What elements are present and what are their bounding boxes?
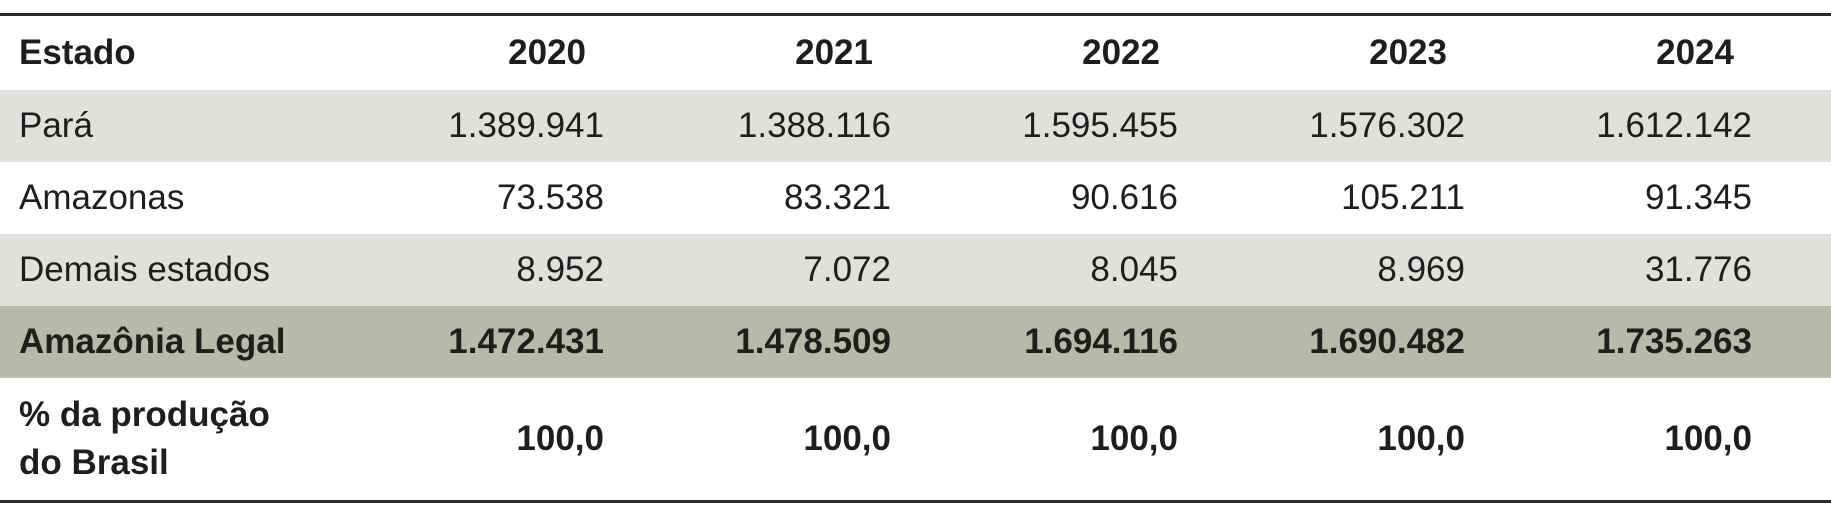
cell-text: 1.694.116 <box>1024 322 1178 361</box>
value-cell: 1.595.455 <box>891 90 1178 162</box>
value-cell: 1.389.941 <box>317 90 604 162</box>
value-cell: 1.612.142 <box>1465 90 1752 162</box>
cell-text: 1.472.431 <box>448 322 604 361</box>
cell-text: 1.595.455 <box>1022 106 1178 145</box>
cell-text: 100,0 <box>1090 419 1178 458</box>
spacer <box>1752 15 1831 91</box>
row-label: % da produção do Brasil <box>0 378 317 502</box>
cell-text: 100,0 <box>1664 419 1752 458</box>
cell-text: 31.776 <box>1644 250 1752 289</box>
cell-text: 8.045 <box>1090 250 1178 289</box>
row-label: Amazônia Legal <box>0 306 317 378</box>
value-cell: 100,0 <box>891 378 1178 502</box>
cell-text: 1.690.482 <box>1309 322 1465 361</box>
header-row: Estado 2020 2021 2022 2023 2024 <box>0 15 1831 91</box>
value-cell: 100,0 <box>604 378 891 502</box>
header-cell: 2020 <box>508 33 586 72</box>
cell-text: 105.211 <box>1341 178 1465 217</box>
cell-text: 100,0 <box>1377 419 1465 458</box>
row-label: Pará <box>0 90 317 162</box>
cell-text: Amazonas <box>19 178 185 217</box>
value-cell: 7.072 <box>604 234 891 306</box>
cell-text: 100,0 <box>516 419 604 458</box>
cell-text: 1.735.263 <box>1596 322 1752 361</box>
data-table: Estado 2020 2021 2022 2023 2024 Pará 1.389.941… <box>0 13 1831 503</box>
spacer <box>1752 306 1831 378</box>
spacer <box>1752 378 1831 502</box>
value-cell: 1.690.482 <box>1178 306 1465 378</box>
value-cell: 8.952 <box>317 234 604 306</box>
cell-text: 1.388.116 <box>737 106 891 145</box>
value-cell: 91.345 <box>1465 162 1752 234</box>
cell-text: 1.389.941 <box>448 106 604 145</box>
spacer <box>1752 234 1831 306</box>
value-cell: 1.694.116 <box>891 306 1178 378</box>
cell-text: 83.321 <box>783 178 891 217</box>
value-cell: 1.478.509 <box>604 306 891 378</box>
value-cell: 31.776 <box>1465 234 1752 306</box>
value-cell: 100,0 <box>1465 378 1752 502</box>
value-cell: 1.735.263 <box>1465 306 1752 378</box>
value-cell: 1.388.116 <box>604 90 891 162</box>
cell-text: Amazônia Legal <box>19 322 286 361</box>
cell-text: 73.538 <box>496 178 604 217</box>
value-cell: 90.616 <box>891 162 1178 234</box>
spacer <box>1752 162 1831 234</box>
header-cell: 2023 <box>1369 33 1447 72</box>
table-row: Demais estados 8.952 7.072 8.045 8.969 31.776 <box>0 234 1831 306</box>
value-cell: 100,0 <box>1178 378 1465 502</box>
value-cell: 105.211 <box>1178 162 1465 234</box>
table-row: Amazônia Legal 1.472.431 1.478.509 1.694.11… <box>0 306 1831 378</box>
cell-text: 100,0 <box>803 419 891 458</box>
cell-text: Pará <box>19 106 93 145</box>
cell-text: Demais estados <box>19 250 270 289</box>
cell-text: 1.478.509 <box>735 322 891 361</box>
row-label: Amazonas <box>0 162 317 234</box>
cell-text: 8.952 <box>516 250 604 289</box>
value-cell: 100,0 <box>317 378 604 502</box>
spacer <box>1752 90 1831 162</box>
cell-text: 7.072 <box>803 250 891 289</box>
value-cell: 8.969 <box>1178 234 1465 306</box>
row-label: Demais estados <box>0 234 317 306</box>
value-cell: 73.538 <box>317 162 604 234</box>
value-cell: 1.576.302 <box>1178 90 1465 162</box>
value-cell: 8.045 <box>891 234 1178 306</box>
value-cell: 83.321 <box>604 162 891 234</box>
value-cell: 1.472.431 <box>317 306 604 378</box>
header-cell: 2021 <box>795 33 873 72</box>
table-row: Pará 1.389.941 1.388.116 1.595.455 1.576.302… <box>0 90 1831 162</box>
cell-text: 91.345 <box>1644 178 1752 217</box>
cell-text: 1.612.142 <box>1596 106 1752 145</box>
cell-text: 8.969 <box>1377 250 1465 289</box>
header-cell: Estado <box>19 33 136 72</box>
header-cell: 2022 <box>1082 33 1160 72</box>
table-row: Amazonas 73.538 83.321 90.616 105.211 91.345 <box>0 162 1831 234</box>
cell-text: 1.576.302 <box>1309 106 1465 145</box>
cell-text: 90.616 <box>1070 178 1178 217</box>
cell-text: % da produção do Brasil <box>19 395 270 482</box>
table-row: % da produção do Brasil 100,0 100,0 100,0 10… <box>0 378 1831 502</box>
header-cell: 2024 <box>1656 33 1734 72</box>
